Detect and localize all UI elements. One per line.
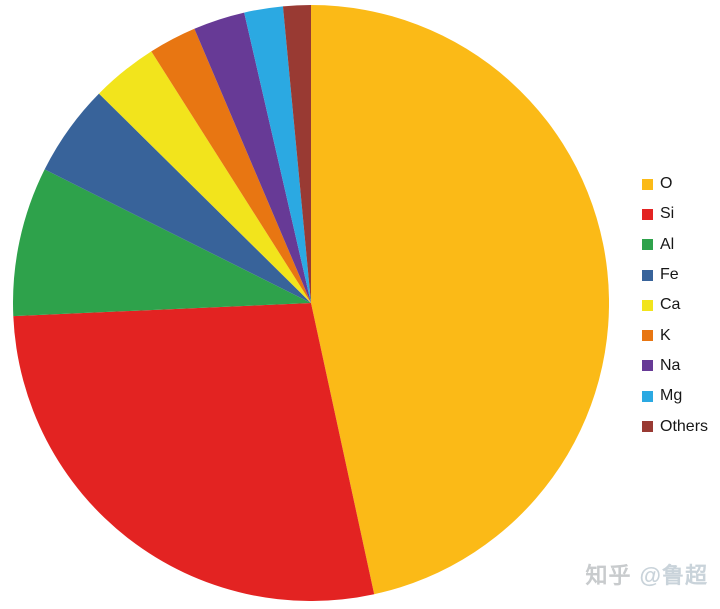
legend-item-fe: Fe [642, 260, 708, 290]
legend-swatch-al [642, 239, 653, 251]
pie-slice-k [151, 28, 311, 304]
legend: O Si Al Fe Ca K Na Mg [642, 169, 708, 442]
legend-swatch-mg [642, 390, 653, 402]
pie-chart [13, 5, 609, 601]
pie-slice-na [194, 12, 311, 304]
legend-label-fe: Fe [660, 266, 679, 284]
legend-swatch-o [642, 178, 653, 190]
legend-label-al: Al [660, 235, 675, 253]
pie-slice-ca [98, 51, 312, 303]
legend-label-ca: Ca [660, 296, 681, 314]
legend-label-o: O [660, 175, 673, 193]
pie-slice-mg [244, 6, 311, 303]
legend-item-al: Al [642, 230, 708, 260]
pie-slice-o [311, 5, 609, 595]
pie-slice-others [282, 5, 311, 303]
legend-item-o: O [642, 169, 708, 199]
legend-label-others: Others [660, 417, 709, 435]
pie-slice-si [13, 303, 375, 601]
pie-slice-fe [44, 93, 311, 303]
legend-item-others: Others [642, 411, 708, 441]
legend-label-na: Na [660, 356, 681, 374]
watermark: 知乎 @鲁超 [586, 563, 708, 589]
legend-item-mg: Mg [642, 381, 708, 411]
legend-swatch-si [642, 208, 653, 220]
legend-item-k: K [642, 320, 708, 350]
legend-swatch-na [642, 360, 653, 372]
legend-item-ca: Ca [642, 290, 708, 320]
legend-swatch-k [642, 330, 653, 342]
legend-label-mg: Mg [660, 387, 683, 405]
legend-swatch-ca [642, 299, 653, 311]
legend-swatch-fe [642, 269, 653, 281]
pie-slice-al [13, 169, 311, 317]
legend-swatch-others [642, 421, 653, 433]
watermark-author-label: @鲁超 [639, 563, 708, 588]
legend-label-si: Si [660, 205, 675, 223]
legend-item-si: Si [642, 199, 708, 229]
legend-label-k: K [660, 326, 671, 344]
watermark-site-label: 知乎 [585, 563, 632, 588]
legend-item-na: Na [642, 351, 708, 381]
